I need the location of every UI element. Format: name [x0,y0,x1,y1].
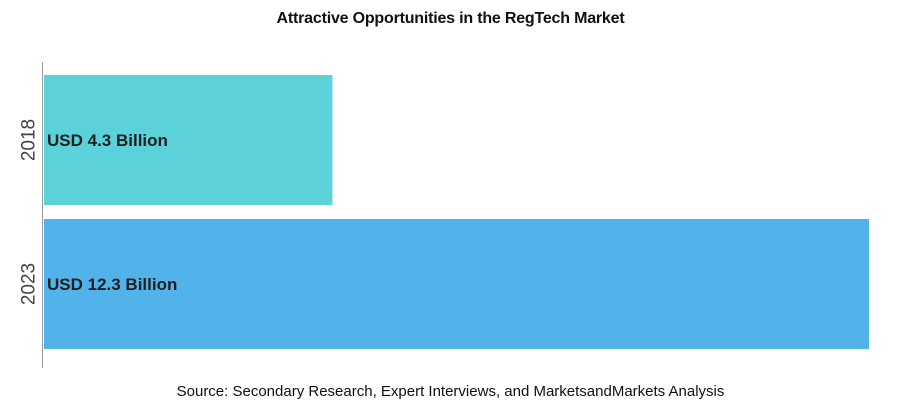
y-tick-label-2018: 2018 [19,119,40,161]
data-label-2023: USD 12.3 Billion [47,275,177,294]
source-note: Source: Secondary Research, Expert Inter… [176,383,725,400]
chart-title: Attractive Opportunities in the RegTech … [276,10,625,27]
data-label-2018: USD 4.3 Billion [47,131,168,150]
bar-2018 [44,75,333,205]
bars-group: USD 4.3 Billion 2018 USD 12.3 Billion 2023 [19,75,869,349]
y-tick-label-2023: 2023 [19,263,40,305]
bar-2023 [44,219,869,349]
